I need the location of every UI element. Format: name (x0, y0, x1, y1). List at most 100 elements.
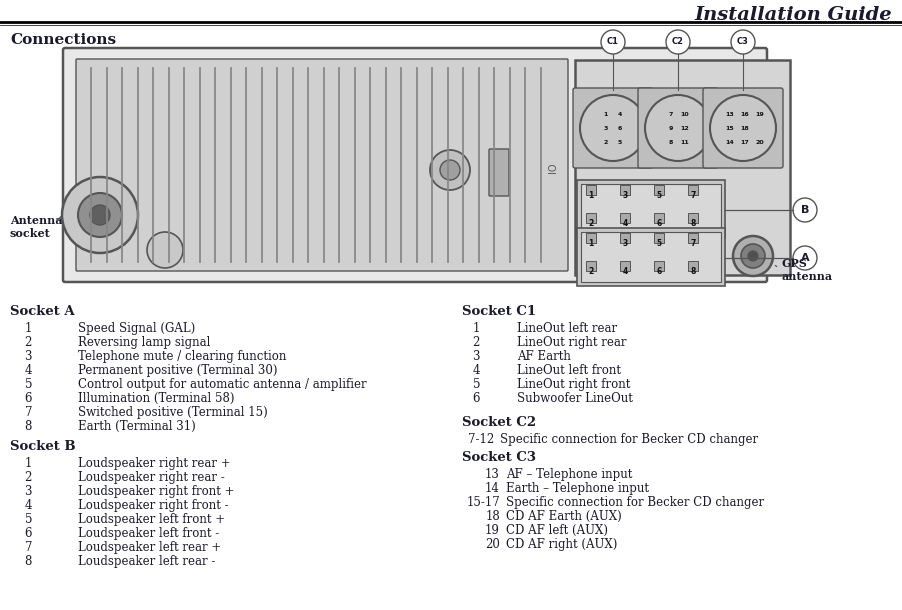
Text: Switched positive (Terminal 15): Switched positive (Terminal 15) (78, 406, 268, 419)
Text: LineOut left front: LineOut left front (517, 364, 621, 377)
Text: 4: 4 (622, 267, 628, 276)
FancyBboxPatch shape (654, 261, 664, 271)
FancyBboxPatch shape (620, 233, 630, 243)
Text: Loudspeaker left rear -: Loudspeaker left rear - (78, 555, 216, 568)
FancyBboxPatch shape (654, 233, 664, 243)
Text: 17: 17 (741, 140, 750, 145)
Text: 8: 8 (690, 267, 695, 276)
Text: 5: 5 (473, 378, 480, 391)
FancyBboxPatch shape (620, 213, 630, 223)
Text: CD AF Earth (AUX): CD AF Earth (AUX) (506, 510, 621, 523)
FancyBboxPatch shape (620, 261, 630, 271)
Text: Loudspeaker right rear -: Loudspeaker right rear - (78, 471, 225, 484)
Text: 1: 1 (473, 322, 480, 335)
Text: 6: 6 (657, 218, 662, 228)
Text: Loudspeaker left rear +: Loudspeaker left rear + (78, 541, 221, 554)
Text: LineOut right rear: LineOut right rear (517, 336, 627, 349)
Text: Socket B: Socket B (10, 440, 76, 453)
Text: 7: 7 (690, 239, 695, 248)
Circle shape (62, 177, 138, 253)
Text: 18: 18 (741, 126, 750, 131)
Text: 13: 13 (485, 468, 500, 481)
FancyBboxPatch shape (577, 228, 725, 286)
Text: Reversing lamp signal: Reversing lamp signal (78, 336, 210, 349)
Text: 3: 3 (603, 126, 608, 131)
FancyBboxPatch shape (654, 185, 664, 195)
Text: 20: 20 (756, 140, 764, 145)
Circle shape (710, 95, 776, 161)
Text: 2: 2 (24, 336, 32, 349)
Text: 8: 8 (24, 420, 32, 433)
FancyBboxPatch shape (586, 261, 596, 271)
Text: 7: 7 (690, 190, 695, 199)
Text: 20: 20 (485, 538, 500, 551)
Text: 2: 2 (588, 267, 594, 276)
Text: 1: 1 (24, 457, 32, 470)
Text: 16: 16 (741, 112, 750, 117)
Circle shape (78, 193, 122, 237)
Text: Socket C1: Socket C1 (462, 305, 536, 318)
Circle shape (147, 232, 183, 268)
FancyBboxPatch shape (581, 184, 721, 234)
FancyBboxPatch shape (688, 233, 698, 243)
FancyBboxPatch shape (620, 185, 630, 195)
Text: 5: 5 (24, 378, 32, 391)
Text: 1: 1 (588, 190, 594, 199)
Text: 18: 18 (485, 510, 500, 523)
Text: 19: 19 (485, 524, 500, 537)
Text: 4: 4 (24, 364, 32, 377)
Text: Earth – Telephone input: Earth – Telephone input (506, 482, 649, 495)
Text: 8: 8 (668, 140, 673, 145)
Text: 7-12: 7-12 (468, 433, 494, 446)
Text: 5: 5 (657, 190, 661, 199)
Text: 7: 7 (668, 112, 673, 117)
Text: AF – Telephone input: AF – Telephone input (506, 468, 632, 481)
FancyBboxPatch shape (489, 149, 509, 196)
Circle shape (430, 150, 470, 190)
Text: 3: 3 (473, 350, 480, 363)
Text: 15: 15 (725, 126, 734, 131)
Text: 7: 7 (24, 541, 32, 554)
Circle shape (601, 30, 625, 54)
Text: Earth (Terminal 31): Earth (Terminal 31) (78, 420, 196, 433)
Text: 1: 1 (588, 239, 594, 248)
Text: 10: 10 (681, 112, 689, 117)
Text: Loudspeaker left front -: Loudspeaker left front - (78, 527, 219, 540)
Text: GPS
antenna: GPS antenna (781, 258, 833, 282)
Text: 12: 12 (681, 126, 689, 131)
Text: C1: C1 (607, 37, 619, 46)
Circle shape (666, 30, 690, 54)
Text: Subwoofer LineOut: Subwoofer LineOut (517, 392, 633, 405)
Text: 2: 2 (588, 218, 594, 228)
Text: Socket C2: Socket C2 (462, 416, 536, 429)
Text: Speed Signal (GAL): Speed Signal (GAL) (78, 322, 195, 335)
Text: 4: 4 (24, 499, 32, 512)
Text: 8: 8 (24, 555, 32, 568)
Text: CD AF right (AUX): CD AF right (AUX) (506, 538, 617, 551)
Circle shape (733, 236, 773, 276)
Text: Illumination (Terminal 58): Illumination (Terminal 58) (78, 392, 235, 405)
Text: Loudspeaker right front +: Loudspeaker right front + (78, 485, 235, 498)
Text: 5: 5 (24, 513, 32, 526)
Text: 15-17: 15-17 (466, 496, 500, 509)
Text: Specific connection for Becker CD changer: Specific connection for Becker CD change… (506, 496, 764, 509)
Text: 9: 9 (668, 126, 673, 131)
Text: 6: 6 (24, 527, 32, 540)
FancyBboxPatch shape (575, 60, 790, 275)
FancyBboxPatch shape (688, 185, 698, 195)
Text: 6: 6 (473, 392, 480, 405)
Circle shape (793, 246, 817, 270)
FancyBboxPatch shape (581, 232, 721, 282)
Text: C2: C2 (672, 37, 684, 46)
Text: IO: IO (548, 163, 558, 173)
Circle shape (580, 95, 646, 161)
Circle shape (731, 30, 755, 54)
FancyBboxPatch shape (654, 213, 664, 223)
Text: 13: 13 (725, 112, 734, 117)
Text: 7: 7 (24, 406, 32, 419)
FancyBboxPatch shape (638, 88, 718, 168)
Circle shape (90, 205, 110, 225)
Text: C3: C3 (737, 37, 749, 46)
Text: 8: 8 (690, 218, 695, 228)
Text: 3: 3 (24, 350, 32, 363)
